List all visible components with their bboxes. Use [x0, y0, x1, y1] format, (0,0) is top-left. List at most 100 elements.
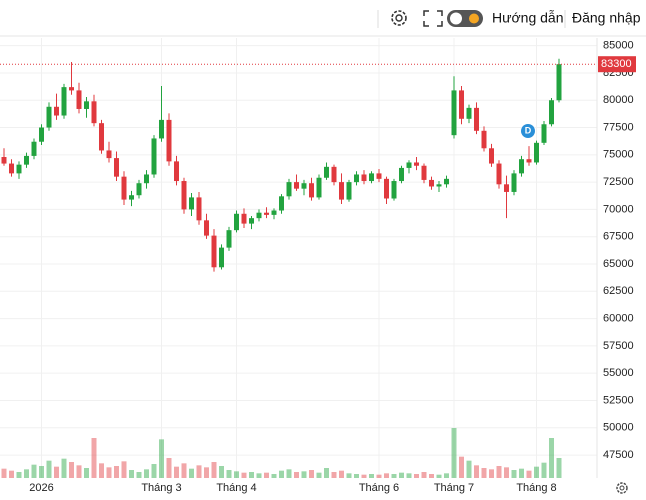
candle-body [399, 167, 404, 182]
volume-bar [121, 461, 127, 478]
candle-body [76, 90, 82, 109]
candle-body [189, 197, 194, 210]
settings-icon[interactable] [391, 10, 407, 26]
volume-bar [481, 468, 487, 478]
candle-body [219, 247, 224, 268]
volume-bar [324, 468, 329, 478]
candle-body [114, 158, 119, 177]
candle-body [526, 159, 532, 163]
candle-body [339, 182, 344, 200]
volume-bar [504, 467, 509, 478]
volume-bar [39, 466, 44, 478]
candle-body [346, 182, 352, 200]
candle-body [511, 173, 517, 192]
marker[interactable]: D [521, 124, 535, 138]
settings-icon[interactable] [616, 482, 628, 494]
volume-bar [429, 474, 434, 478]
volume-bar [406, 473, 412, 478]
volume-bar [181, 463, 187, 478]
volume-bar [9, 470, 14, 478]
candle-body [541, 124, 547, 143]
candle-body [474, 107, 479, 131]
volume-bar [61, 458, 67, 478]
candle-body [451, 90, 457, 136]
candle-body [324, 166, 329, 178]
candle-body [406, 162, 412, 168]
candle-body [444, 178, 449, 185]
candle-body [519, 159, 524, 174]
volume-bar [316, 472, 322, 478]
theme-toggle[interactable] [447, 10, 483, 27]
candle-body [16, 164, 22, 174]
volume-bar [136, 472, 142, 478]
volume-bar [286, 469, 292, 478]
guide-link[interactable]: Hướng dẫn [492, 10, 563, 26]
y-tick-label: 62500 [603, 285, 634, 297]
fullscreen-icon[interactable] [423, 10, 443, 27]
candle-body [481, 130, 487, 149]
volume-bar [174, 466, 179, 478]
volume-bar [301, 471, 307, 478]
volume-bar [526, 470, 532, 478]
candle-body [384, 178, 389, 199]
volume-bar [459, 456, 464, 478]
volume-bar [219, 466, 224, 478]
volume-bar [474, 465, 479, 478]
volume-bar [279, 470, 284, 478]
volume-bar [151, 464, 157, 478]
candle-body [459, 90, 464, 119]
volume-bar [271, 474, 277, 478]
volume-bar [129, 470, 134, 478]
volume-bar [369, 474, 374, 478]
candle-body [24, 155, 29, 165]
candle-body [331, 166, 337, 183]
volume-bar [16, 472, 22, 478]
candle-body [144, 174, 149, 184]
y-tick-label: 57500 [603, 340, 634, 352]
y-tick-label: 85000 [603, 40, 634, 52]
y-tick-label: 47500 [603, 449, 634, 461]
candle-body [129, 195, 134, 200]
candle-body [91, 101, 97, 124]
y-tick-label: 65000 [603, 258, 634, 270]
y-tick-label: 67500 [603, 231, 634, 243]
last-price-box [598, 56, 636, 73]
candle-body [166, 119, 172, 162]
x-tick-label: Tháng 6 [359, 482, 399, 494]
volume-bar [339, 470, 344, 478]
y-tick-label: 75000 [603, 149, 634, 161]
volume-bar [91, 438, 97, 478]
login-link[interactable]: Đăng nhập [572, 10, 641, 26]
candle-body [534, 142, 539, 163]
volume-bar [24, 469, 29, 478]
volume-bar [76, 465, 82, 478]
volume-bar [309, 470, 314, 478]
y-tick-label: 50000 [603, 422, 634, 434]
x-tick-label: 2026 [29, 482, 53, 494]
candle-body [204, 220, 209, 236]
candle-body [301, 183, 307, 189]
marker-label: D [525, 125, 532, 135]
volume-bar [421, 472, 427, 478]
candle-body [354, 174, 359, 183]
plot: 47500 50000 52500 55000 57500 60000 62500 65000… [0, 38, 636, 494]
volume-bar [31, 464, 37, 478]
candle-body [294, 182, 299, 189]
volume-bar [511, 470, 517, 478]
volume-bar [556, 458, 562, 478]
volume-bar [549, 438, 554, 478]
candle-body [271, 210, 277, 215]
volume-bar [226, 470, 232, 478]
volume-bar [331, 472, 337, 478]
candle-body [234, 213, 239, 231]
candle-body [84, 101, 89, 109]
volume-bar [391, 474, 397, 478]
candle-body [106, 150, 112, 159]
candle-body [181, 181, 187, 210]
candle-body [421, 165, 427, 180]
volume-bar [249, 472, 254, 478]
volume-bar [106, 467, 112, 478]
volume-bar [399, 472, 404, 478]
